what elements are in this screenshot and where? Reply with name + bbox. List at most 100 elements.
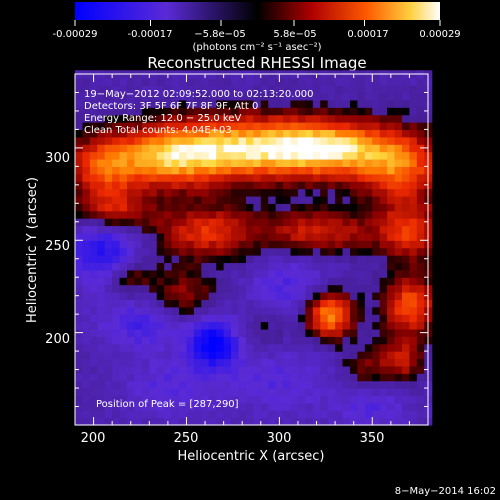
heatmap-cell (149, 299, 158, 308)
heatmap-cell (290, 410, 299, 419)
heatmap-cell (372, 277, 381, 286)
heatmap-cell (290, 299, 299, 308)
heatmap-cell (394, 107, 403, 116)
heatmap-cell (275, 277, 284, 286)
heatmap-cell (268, 321, 277, 330)
heatmap-cell (342, 336, 351, 345)
heatmap-cell (409, 99, 418, 108)
heatmap-cell (97, 240, 106, 249)
heatmap-cell (164, 210, 173, 219)
heatmap-cell (179, 114, 188, 123)
heatmap-cell (156, 210, 165, 219)
heatmap-cell (171, 321, 180, 330)
heatmap-cell (372, 122, 381, 131)
heatmap-cell (119, 151, 128, 160)
heatmap-cell (216, 122, 225, 131)
heatmap-cell (401, 306, 411, 315)
heatmap-cell (260, 328, 269, 337)
heatmap-cell (387, 158, 396, 167)
heatmap-cell (387, 410, 396, 419)
heatmap-cell (312, 255, 321, 264)
heatmap-cell (283, 195, 292, 204)
heatmap-cell (335, 255, 344, 264)
heatmap-cell (201, 195, 210, 204)
heatmap-cell (283, 218, 292, 227)
heatmap-cell (201, 328, 210, 337)
heatmap-cell (208, 151, 217, 160)
heatmap-cell (275, 181, 284, 190)
heatmap-cell (171, 358, 180, 367)
heatmap-cell (119, 99, 128, 108)
heatmap-cell (387, 225, 396, 234)
heatmap-cell (201, 321, 210, 330)
heatmap-cell (320, 136, 329, 145)
heatmap-cell (141, 299, 150, 308)
heatmap-cell (335, 99, 344, 108)
heatmap-cell (238, 365, 247, 374)
heatmap-cell (75, 358, 84, 367)
heatmap-cell (268, 358, 277, 367)
heatmap-cell (357, 181, 366, 190)
heatmap-cell (156, 195, 165, 204)
heatmap-cell (245, 402, 254, 411)
heatmap-cell (387, 247, 396, 256)
heatmap-cell (134, 365, 143, 374)
heatmap-cell (75, 306, 84, 315)
heatmap-cell (164, 166, 173, 175)
heatmap-cell (156, 247, 165, 256)
heatmap-cell (245, 210, 254, 219)
heatmap-cell (372, 136, 381, 145)
heatmap-cell (283, 284, 292, 293)
heatmap-cell (156, 136, 165, 145)
heatmap-cell (275, 210, 284, 219)
heatmap-cell (349, 129, 358, 138)
heatmap-cell (342, 129, 351, 138)
heatmap-cell (416, 166, 425, 175)
colorbar-tick-labels: -0.00029 -0.00017 −5.8e−05 5.8e−05 0.000… (53, 29, 461, 40)
heatmap-cell (75, 343, 84, 352)
heatmap-cell (305, 410, 314, 419)
heatmap-cell (119, 380, 128, 389)
heatmap-cell (127, 188, 136, 197)
heatmap-cell (104, 92, 113, 101)
heatmap-cell (401, 151, 411, 160)
heatmap-cell (164, 92, 173, 101)
heatmap-cell (216, 181, 225, 190)
heatmap-cell (164, 122, 173, 131)
heatmap-cell (156, 291, 165, 300)
heatmap-cell (156, 107, 165, 116)
heatmap-cell (156, 328, 165, 337)
heatmap-cell (112, 410, 121, 419)
heatmap-cell (268, 203, 277, 212)
heatmap-cell (327, 380, 336, 389)
heatmap-cell (253, 336, 262, 345)
heatmap-cell (416, 255, 425, 264)
heatmap-cell (297, 410, 306, 419)
heatmap-cell (104, 122, 113, 131)
heatmap-cell (193, 314, 202, 323)
heatmap-cell (216, 173, 225, 182)
heatmap-cell (268, 277, 277, 286)
heatmap-cell (372, 388, 381, 397)
heatmap-cell (409, 195, 418, 204)
heatmap-cell (134, 299, 143, 308)
heatmap-cell (357, 306, 366, 315)
heatmap-cell (409, 380, 418, 389)
heatmap-cell (193, 380, 202, 389)
heatmap-cell (89, 380, 98, 389)
heatmap-cell (171, 365, 180, 374)
heatmap-cell (290, 181, 299, 190)
heatmap-cell (112, 380, 121, 389)
heatmap-cell (342, 247, 351, 256)
heatmap-cell (364, 77, 373, 86)
heatmap-cell (238, 269, 247, 278)
heatmap-cell (208, 203, 217, 212)
heatmap-cell (164, 299, 173, 308)
heatmap-cell (112, 388, 121, 397)
heatmap-cell (290, 166, 299, 175)
heatmap-cell (245, 328, 254, 337)
heatmap-cell (238, 284, 247, 293)
heatmap-cell (401, 388, 411, 397)
heatmap-cell (186, 114, 195, 123)
heatmap-cell (127, 122, 136, 131)
